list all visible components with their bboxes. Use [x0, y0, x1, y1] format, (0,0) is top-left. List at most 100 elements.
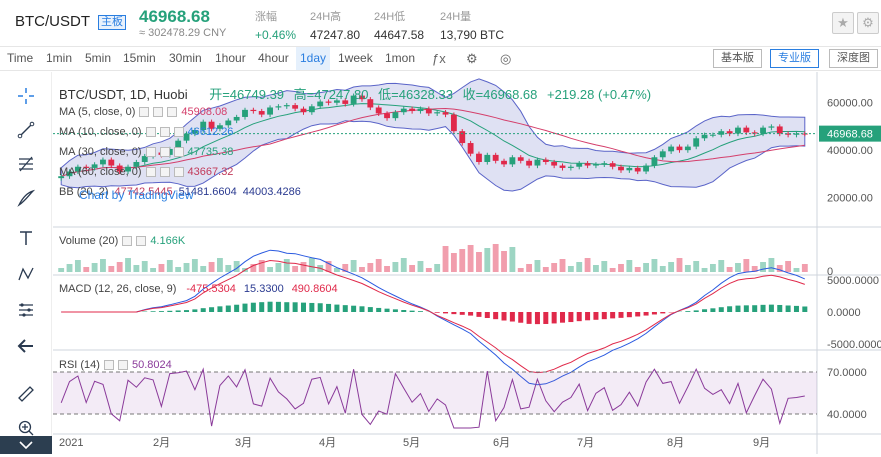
interval-1min[interactable]: 1min	[42, 47, 76, 70]
screenshot-icon[interactable]: ◎	[500, 51, 511, 67]
macd-histogram-bar	[660, 312, 665, 313]
interval-time[interactable]: Time	[3, 47, 37, 70]
macd-histogram-bar	[301, 303, 306, 312]
text-tool-icon[interactable]	[14, 226, 38, 250]
indicator-fx-icon[interactable]: ƒx	[432, 51, 446, 66]
view-basic-button[interactable]: 基本版	[713, 49, 762, 68]
volume-bar	[610, 268, 616, 272]
macd-histogram-bar	[744, 305, 749, 312]
settings-icon[interactable]	[122, 236, 132, 246]
ohlc-change: +219.28 (+0.47%)	[547, 87, 651, 102]
back-arrow-icon[interactable]	[14, 334, 38, 358]
candle	[576, 163, 582, 167]
close-icon[interactable]	[167, 107, 177, 117]
volume-bar	[459, 249, 465, 272]
close-icon[interactable]	[118, 360, 128, 370]
volume-bar	[660, 266, 666, 272]
close-icon[interactable]	[174, 147, 184, 157]
volume-bar	[601, 261, 607, 272]
candle	[585, 163, 591, 165]
macd-histogram-bar	[518, 312, 523, 323]
macd-histogram-bar	[276, 302, 281, 312]
interval-1hour[interactable]: 1hour	[211, 47, 250, 70]
candle	[635, 168, 641, 172]
candle	[768, 126, 774, 127]
eye-icon[interactable]	[146, 167, 156, 177]
ohlc-open: 开=46749.39	[209, 87, 284, 102]
settings-icon[interactable]	[160, 147, 170, 157]
volume-bar	[58, 268, 64, 272]
candle	[426, 109, 432, 114]
rsi-tick-label: 40.0000	[827, 409, 867, 421]
interval-5min[interactable]: 5min	[81, 47, 115, 70]
candle	[501, 161, 507, 165]
interval-1day[interactable]: 1day	[296, 47, 330, 70]
settings-icon[interactable]	[153, 107, 163, 117]
volume-bar	[468, 245, 474, 272]
macd-histogram-bar	[685, 311, 690, 312]
macd-histogram-bar	[694, 310, 699, 312]
volume-bar	[192, 259, 198, 272]
candle	[275, 106, 281, 107]
volume-bar	[100, 259, 106, 272]
candle	[459, 131, 465, 143]
eye-icon[interactable]	[146, 147, 156, 157]
close-icon[interactable]	[174, 167, 184, 177]
chart-settings-icon[interactable]: ⚙	[466, 51, 478, 67]
macd-histogram-bar	[510, 312, 515, 322]
interval-30min[interactable]: 30min	[165, 47, 206, 70]
view-depth-button[interactable]: 深度图	[829, 49, 878, 68]
interval-15min[interactable]: 15min	[119, 47, 160, 70]
interval-1week[interactable]: 1week	[334, 47, 377, 70]
macd-signal-line	[61, 261, 805, 373]
close-icon[interactable]	[136, 236, 146, 246]
candle	[434, 112, 440, 113]
macd-histogram-bar	[460, 312, 465, 315]
macd-histogram-bar	[376, 308, 381, 312]
candle	[509, 157, 515, 164]
candle	[418, 109, 424, 111]
interval-4hour[interactable]: 4hour	[254, 47, 293, 70]
pattern-tool-icon[interactable]	[14, 262, 38, 286]
ruler-icon[interactable]	[14, 382, 38, 406]
macd-histogram-bar	[293, 302, 298, 312]
ma5-legend: MA (5, close, 0)45908.08	[59, 106, 227, 118]
eye-icon[interactable]	[139, 107, 149, 117]
pair-name[interactable]: BTC/USDT	[15, 13, 90, 30]
brush-icon[interactable]	[14, 186, 38, 210]
settings-icon[interactable]	[104, 360, 114, 370]
settings-gear-icon[interactable]: ⚙	[857, 12, 879, 34]
view-pro-button[interactable]: 专业版	[770, 49, 819, 68]
macd-histogram-bar	[443, 312, 448, 313]
volume-bar	[526, 264, 532, 272]
interval-1mon[interactable]: 1mon	[381, 47, 419, 70]
candle	[677, 147, 683, 151]
collapse-toolbar-button[interactable]	[0, 436, 52, 454]
volume-bar	[760, 262, 766, 272]
last-price-label: 46968.68	[827, 129, 873, 141]
candle	[777, 126, 783, 133]
settings-icon[interactable]	[160, 167, 170, 177]
crosshair-icon[interactable]	[14, 84, 38, 108]
macd-histogram-bar	[761, 305, 766, 312]
macd-histogram-bar	[543, 312, 548, 324]
fib-tool-icon[interactable]	[14, 152, 38, 176]
candle	[476, 154, 482, 162]
candle	[568, 167, 574, 168]
prediction-tool-icon[interactable]	[14, 298, 38, 322]
volume-bar	[426, 268, 432, 272]
star-icon[interactable]: ★	[832, 12, 854, 34]
macd-histogram-bar	[418, 311, 423, 312]
eye-icon[interactable]	[146, 127, 156, 137]
ma10-legend: MA (10, close, 0)46612.26	[59, 126, 233, 138]
rsi-legend: RSI (14)50.8024	[59, 359, 172, 371]
trend-line-icon[interactable]	[14, 118, 38, 142]
settings-icon[interactable]	[160, 127, 170, 137]
candle	[618, 167, 624, 171]
candle	[518, 157, 524, 161]
close-icon[interactable]	[174, 127, 184, 137]
